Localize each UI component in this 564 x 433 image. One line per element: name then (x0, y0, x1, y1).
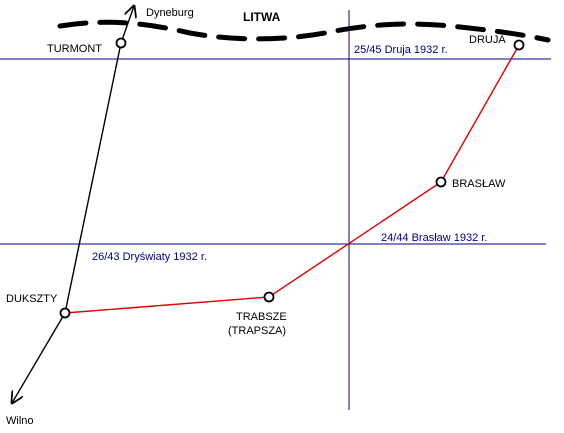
grid-label-drysviaty: 26/43 Dryświaty 1932 r. (92, 251, 207, 263)
railway-line-south (12, 312, 66, 403)
direction-label-wilno: Wilno (6, 415, 34, 427)
town-marker-druja[interactable] (513, 39, 525, 51)
town-label-turmont: TURMONT (47, 43, 102, 55)
country-label-litwa: LITWA (243, 10, 281, 24)
town-marker-trabsze[interactable] (263, 291, 275, 303)
direction-label-dyneburg: Dyneburg (146, 7, 194, 19)
railway-line-north (120, 6, 134, 44)
town-label-dukszty: DUKSZTY (6, 293, 58, 305)
red-route-line (64, 44, 520, 314)
town-label-braslaw: BRASŁAW (452, 178, 506, 190)
state-border-line (57, 19, 551, 43)
grid-label-druja: 25/45 Druja 1932 r. (354, 44, 448, 56)
town-label-trabsze: TRABSZE (236, 311, 287, 323)
town-label-trabsze-alt: (TRAPSZA) (228, 325, 286, 337)
town-label-druja: DRUJA (469, 34, 506, 46)
town-marker-turmont[interactable] (115, 37, 127, 49)
town-marker-braslaw[interactable] (435, 176, 447, 188)
town-marker-dukszty[interactable] (59, 307, 71, 319)
grid-label-braslaw: 24/44 Brasław 1932 r. (381, 232, 487, 244)
railway-line-turmont-dukszty (64, 42, 122, 314)
